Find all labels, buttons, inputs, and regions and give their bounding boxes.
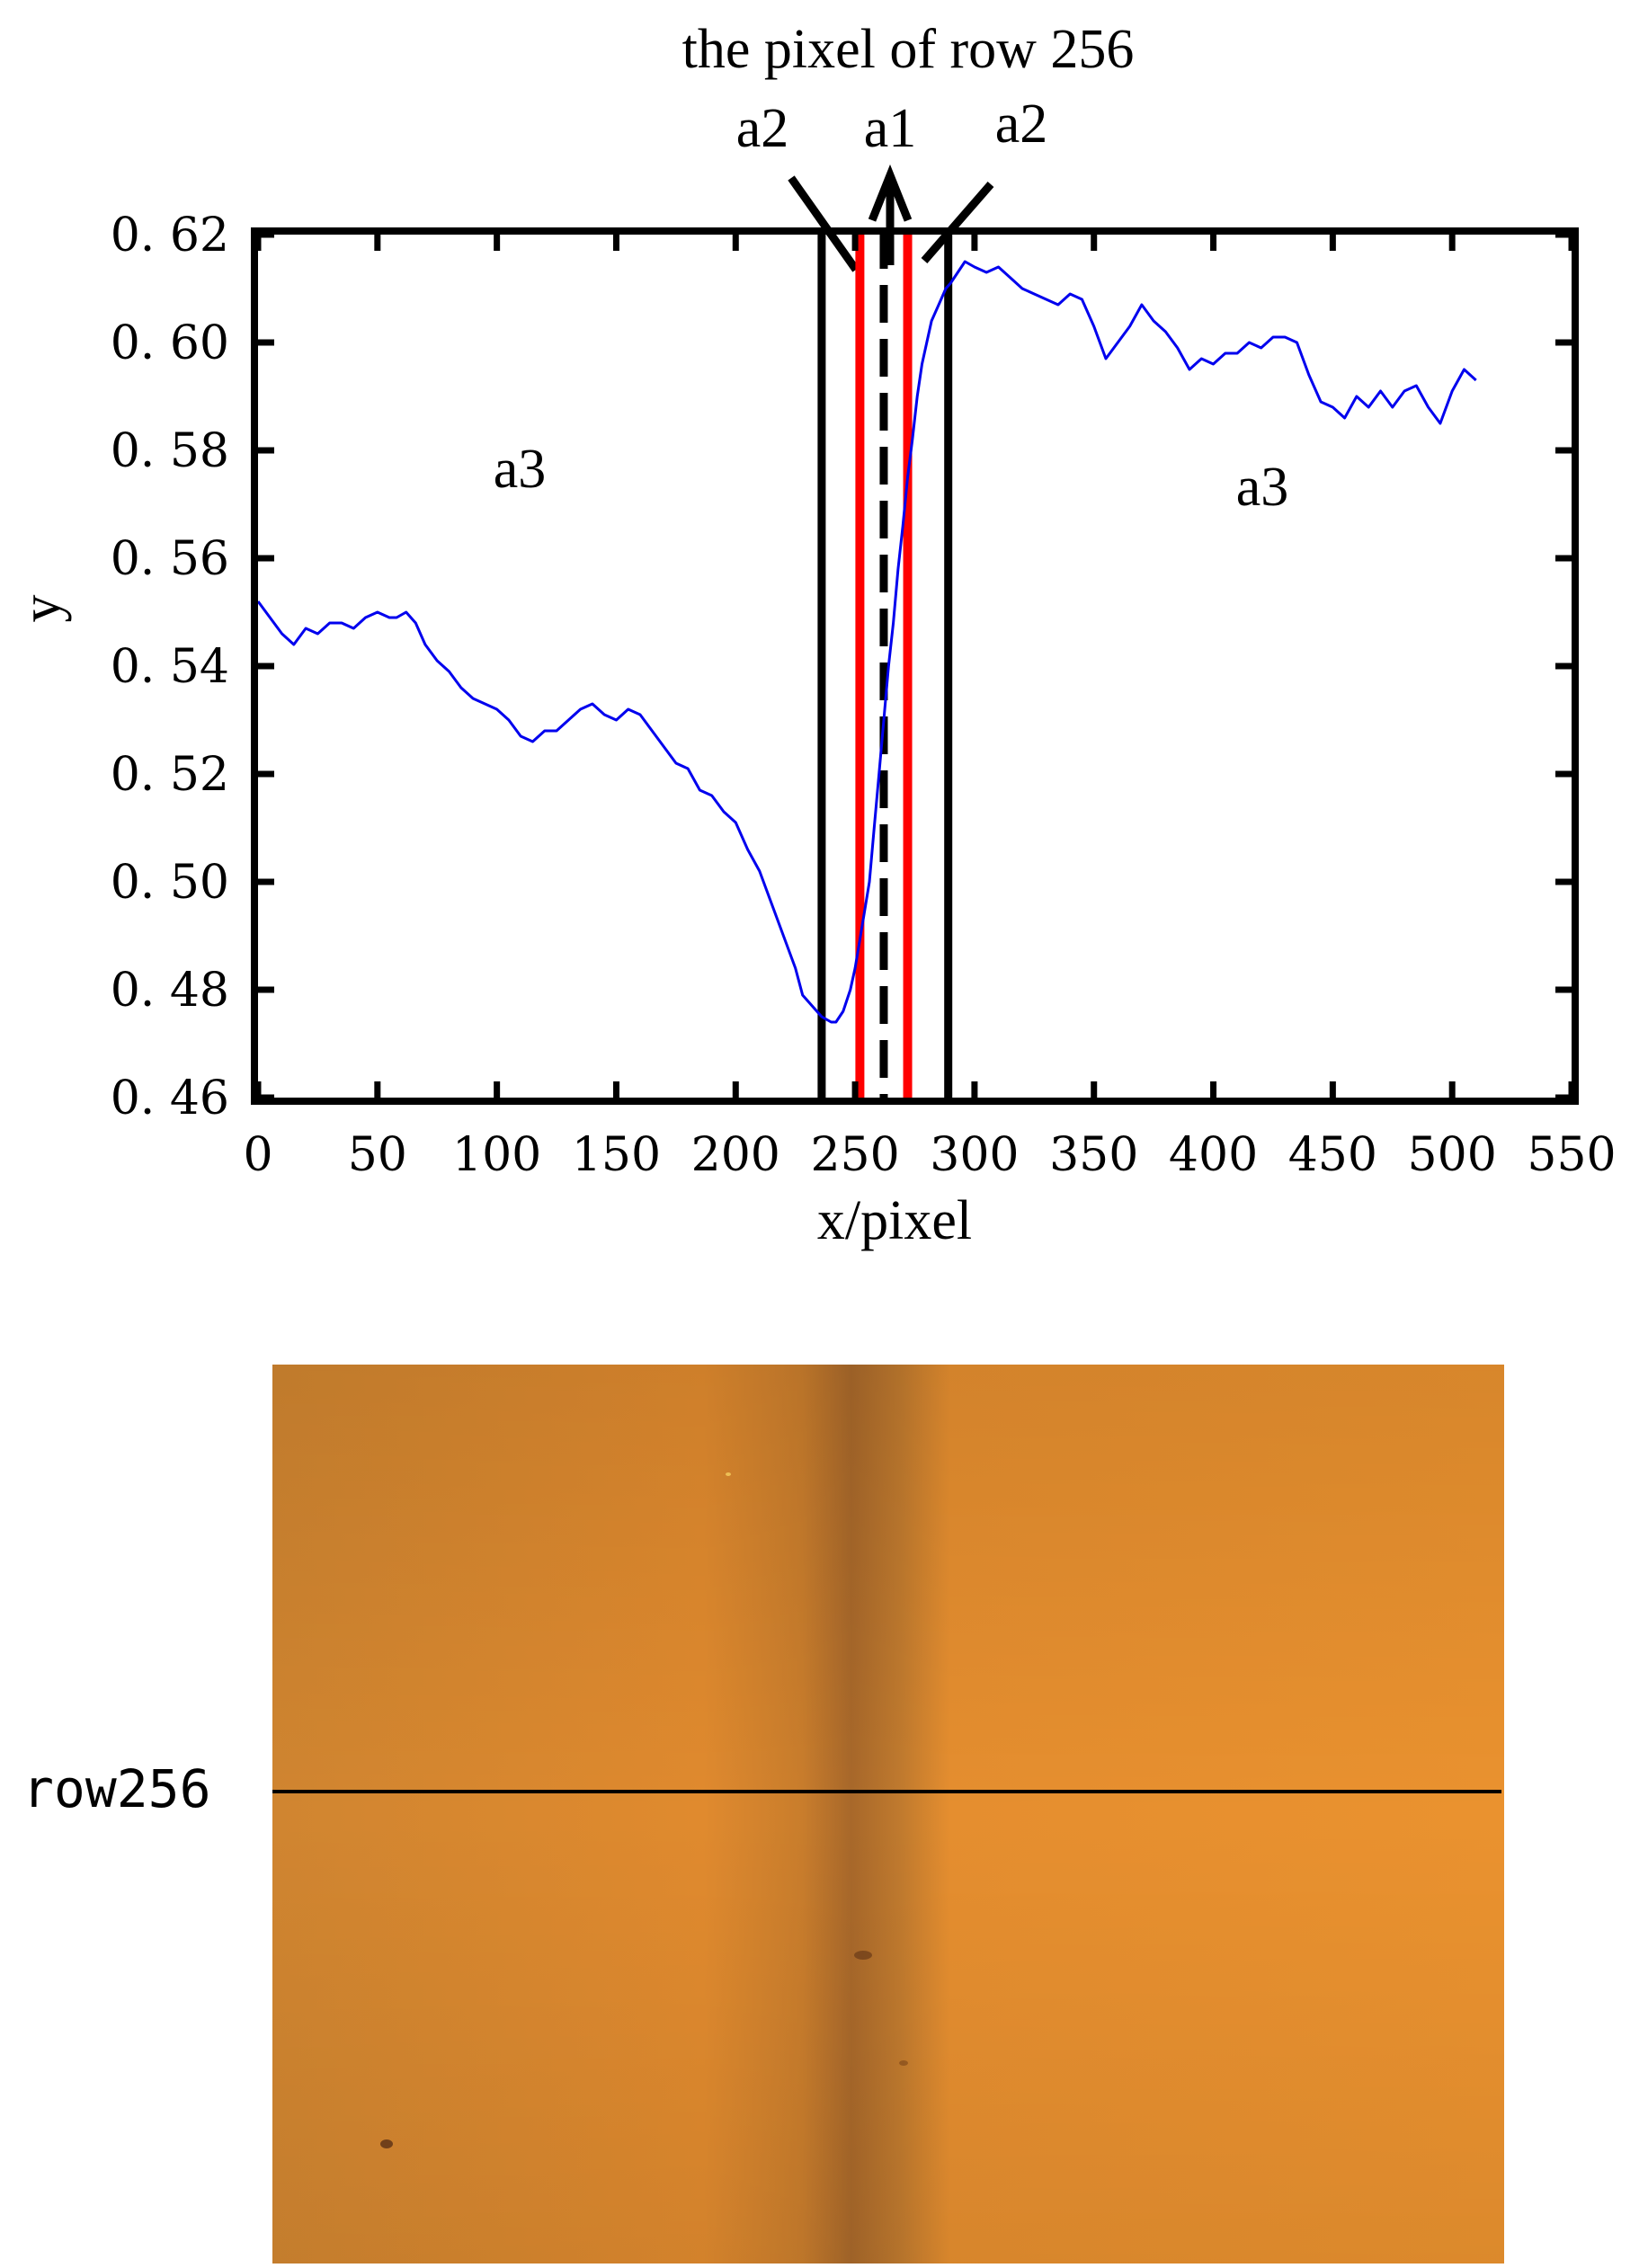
y-tick-label: 0. 60 [111,316,229,370]
y-tick-label: 0. 52 [111,748,229,802]
x-tick-labels: 0 50 100 150 200 250 300 350 400 450 500 550 [243,1128,1616,1182]
series-layer [256,260,1477,1024]
axis-ticks [254,231,1575,1101]
x-axis-label: x/pixel [817,1190,972,1251]
arrow-a2-left [788,175,860,272]
x-tick-label: 0 [243,1128,272,1182]
row-label: row256 [22,1758,211,1819]
x-tick-label: 350 [1049,1128,1138,1182]
y-tick-label: 0. 56 [111,532,229,586]
x-tick-label: 450 [1288,1128,1377,1182]
arrow-a1-head [868,164,913,222]
x-tick-label: 50 [348,1128,407,1182]
y-axis-label: y [11,595,72,623]
arrow-a2-right [921,182,994,263]
x-tick-label: 550 [1527,1128,1616,1182]
x-tick-label: 250 [810,1128,899,1182]
x-tick-label: 150 [572,1128,661,1182]
y-tick-label: 0. 48 [111,964,229,1018]
photo-speck [726,1472,731,1476]
y-tick-label: 0. 50 [111,856,229,910]
y-tick-labels: 0. 46 0. 48 0. 50 0. 52 0. 54 0. 56 0. 58 0. 60… [111,209,229,1125]
y-tick-label: 0. 54 [111,640,229,694]
sample-photo [272,1365,1504,2264]
chart-title: the pixel of row 256 [682,19,1135,80]
annotation-arrows [788,164,994,272]
photo-speck [854,1951,872,1960]
label-a3-right: a3 [1236,457,1289,518]
label-a3-left: a3 [494,439,547,500]
x-tick-label: 100 [452,1128,541,1182]
region-lines [817,231,953,1101]
photo-shading [272,1365,1504,2264]
label-a2-left: a2 [736,98,789,159]
y-tick-label: 0. 46 [111,1072,229,1125]
series-line [256,260,1477,1024]
plot-frame [251,227,1579,1105]
label-a2-right: a2 [995,93,1048,155]
x-tick-label: 500 [1408,1128,1497,1182]
label-a1: a1 [864,98,917,159]
x-tick-label: 300 [930,1128,1019,1182]
y-tick-label: 0. 58 [111,424,229,478]
photo-speck [380,2139,393,2148]
photo-speck [899,2060,908,2066]
x-tick-label: 200 [691,1128,780,1182]
y-tick-label: 0. 62 [111,209,229,262]
x-tick-label: 400 [1169,1128,1258,1182]
